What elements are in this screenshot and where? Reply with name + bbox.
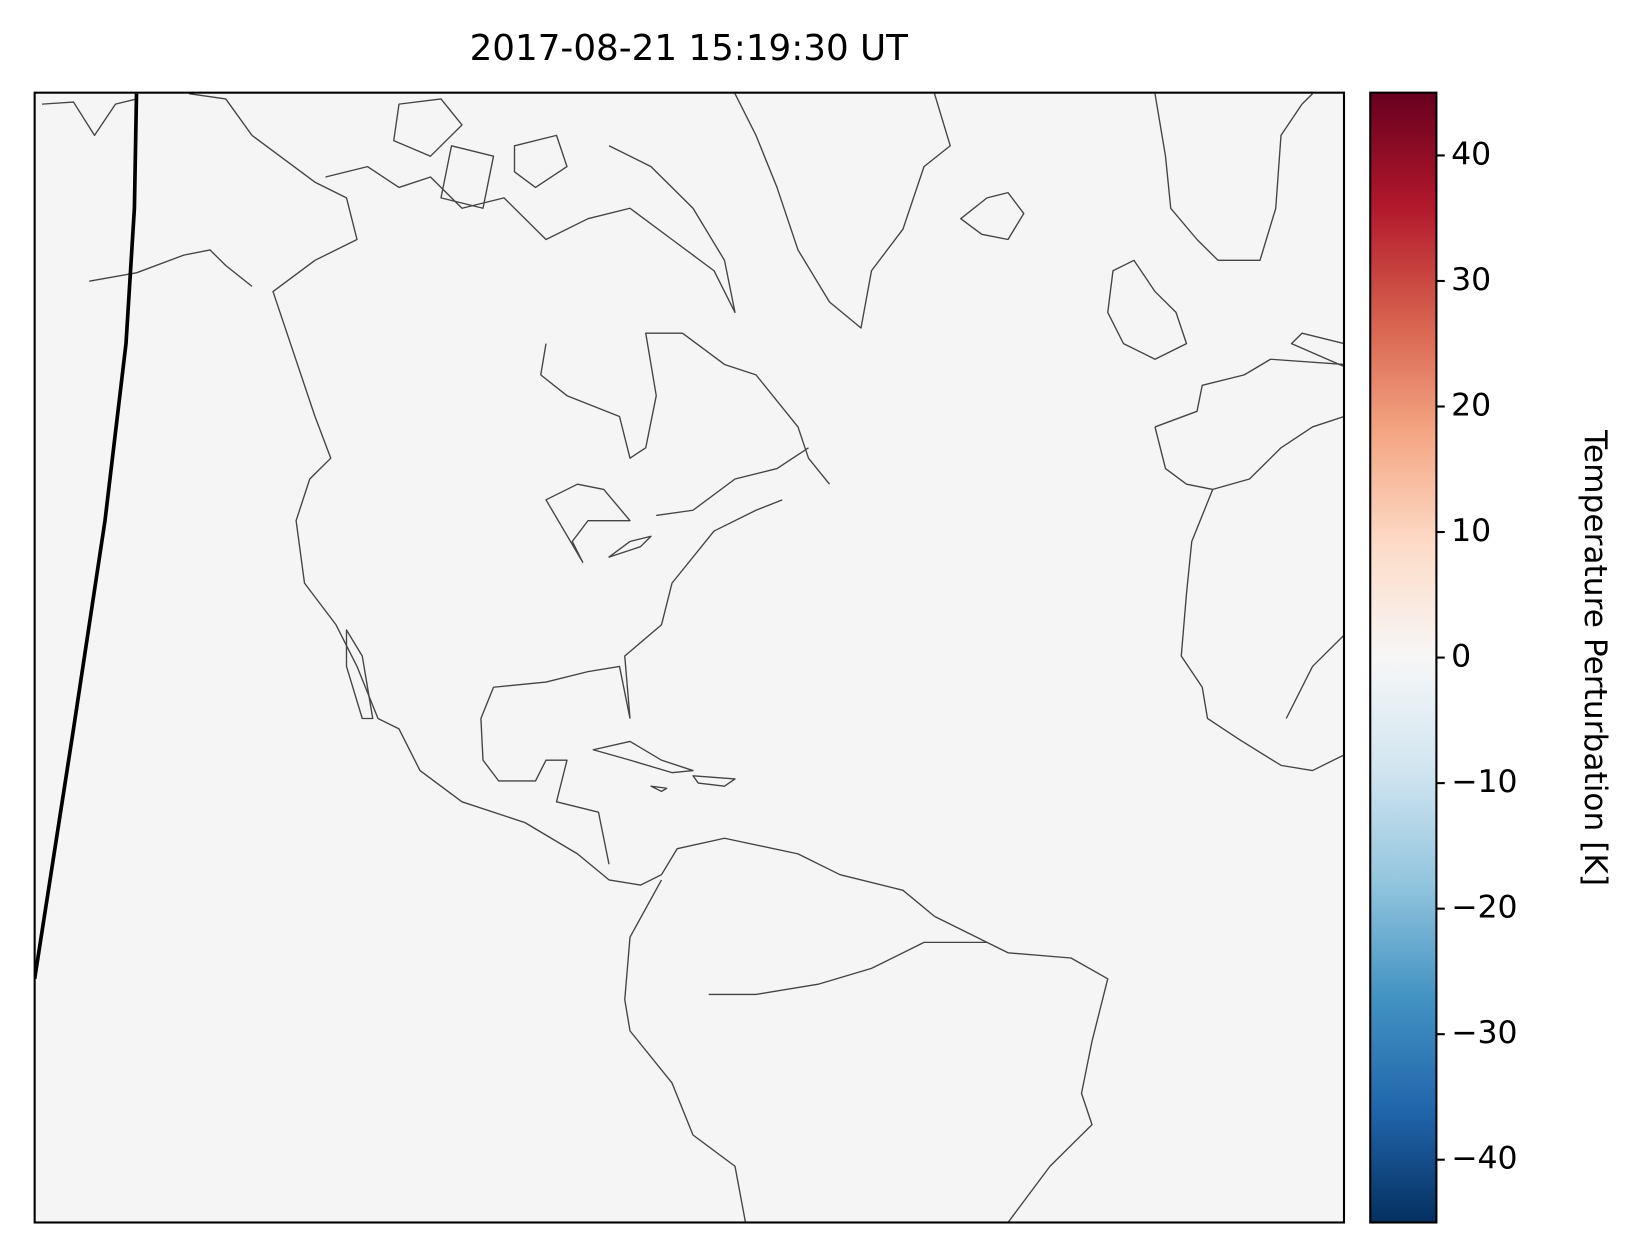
colorbar-tick-label: 10 xyxy=(1451,513,1491,549)
colorbar-tick-label: 40 xyxy=(1451,137,1491,173)
colorbar-tick-label: −30 xyxy=(1451,1015,1517,1051)
colorbar-tick-label: −40 xyxy=(1451,1141,1517,1177)
colorbar-tick-label: 0 xyxy=(1451,639,1471,675)
colorbar-tick-label: 20 xyxy=(1451,388,1491,424)
colorbar-label: Temperature Perturbation [K] xyxy=(1577,429,1613,886)
path-line xyxy=(34,93,139,980)
map-frame xyxy=(33,91,1346,1224)
colorbar-tick-label: 30 xyxy=(1451,262,1491,298)
map-background xyxy=(34,92,1344,1223)
chart-title: 2017-08-21 15:19:30 UT xyxy=(470,28,909,69)
colorbar-tick-label: −20 xyxy=(1451,890,1517,926)
colorbar-tick-label: −10 xyxy=(1451,764,1517,800)
coastlines xyxy=(34,93,1344,1223)
colorbar xyxy=(1369,91,1438,1224)
